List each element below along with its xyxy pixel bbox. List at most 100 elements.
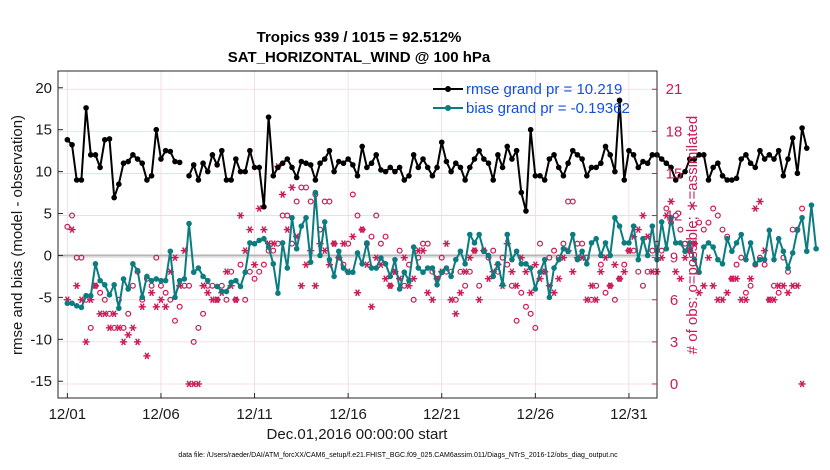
obs-assimilated-stroke [790, 282, 796, 290]
rmse-point [729, 177, 735, 183]
bias-point [700, 244, 707, 250]
bias-point [761, 256, 768, 263]
rmse-point [457, 164, 464, 171]
rmse-point [789, 135, 796, 141]
rmse-point [293, 174, 300, 181]
obs-assimilated-stroke [149, 289, 154, 297]
rmse-point [284, 156, 291, 162]
obs-possible-marker [303, 184, 310, 191]
obs-possible-marker [167, 296, 174, 303]
obs-possible-marker [373, 212, 380, 219]
obs-assimilated-stroke [649, 268, 655, 276]
obs-assimilated-marker [199, 282, 207, 290]
obs-assimilated-stroke [556, 275, 562, 283]
obs-assimilated-stroke [706, 254, 711, 262]
bias-point [574, 256, 581, 263]
rmse-point [724, 177, 730, 183]
obs-assimilated-stroke [284, 226, 290, 234]
bias-point [668, 214, 674, 221]
obs-assimilated-marker [461, 268, 469, 276]
rmse-point [574, 152, 581, 158]
obs-assimilated-stroke [570, 268, 576, 276]
bias-point [733, 240, 740, 246]
obs-assimilated-marker [700, 282, 708, 290]
obs-assimilated-stroke [383, 275, 388, 283]
obs-assimilated-stroke [771, 296, 777, 304]
x-tick-label: 12/01 [49, 406, 87, 423]
obs-assimilated-stroke [677, 275, 683, 283]
rmse-point [116, 181, 122, 187]
rmse-point [120, 160, 127, 167]
obs-assimilated-stroke [429, 296, 435, 304]
rmse-point [780, 173, 787, 179]
obs-assimilated-marker [241, 247, 249, 255]
obs-possible-marker [148, 282, 155, 289]
rmse-point [401, 177, 408, 183]
x-axis-ticks: 12/01 12/06 12/11 12/16 12/21 12/26 12/31 [49, 393, 648, 423]
obs-possible-marker [377, 240, 384, 247]
bias-point [354, 250, 361, 256]
rmse-point [705, 177, 712, 183]
bias-point [490, 273, 497, 280]
legend-bias-marker [445, 105, 451, 111]
obs-possible-marker [251, 275, 258, 282]
obs-possible-marker [462, 282, 469, 289]
obs-assimilated-marker [204, 289, 212, 297]
x-tick-label: 12/11 [236, 406, 272, 423]
obs-possible-marker [560, 240, 567, 247]
bias-point [644, 252, 651, 259]
obs-assimilated-marker [349, 233, 357, 241]
obs-assimilated-marker [302, 261, 310, 269]
rmse-point [490, 177, 497, 183]
rmse-point [523, 208, 529, 214]
obs-assimilated-marker [311, 282, 319, 290]
bias-point [607, 252, 614, 259]
rmse-point [452, 160, 459, 167]
obs-assimilated-marker [723, 289, 731, 297]
obs-assimilated-marker [129, 324, 137, 332]
obs-assimilated-stroke [738, 296, 744, 304]
rmse-point [448, 168, 454, 175]
rmse-point [167, 148, 174, 155]
obs-assimilated-stroke [621, 268, 627, 276]
bias-point [162, 277, 169, 284]
rmse-point [223, 177, 230, 183]
obs-assimilated-marker [475, 296, 483, 304]
obs-assimilated-marker [634, 226, 642, 234]
y-tick-label: 5 [44, 206, 52, 223]
rmse-point [410, 152, 417, 158]
obs-assimilated-marker [115, 324, 123, 332]
y2-tick-label: 21 [666, 81, 683, 98]
rmse-point [364, 164, 370, 171]
bias-point [242, 269, 248, 276]
bias-point [626, 240, 632, 246]
y2-axis-label: # of obs: o=possible; ∗=assimilated [684, 116, 701, 355]
obs-assimilated-marker [452, 310, 460, 318]
obs-possible-marker [223, 296, 230, 303]
bias-point [541, 256, 548, 263]
rmse-point [265, 114, 272, 120]
rmse-point [476, 147, 482, 154]
obs-assimilated-marker [531, 261, 539, 269]
obs-assimilated-stroke [448, 296, 454, 304]
bias-point [640, 235, 646, 242]
bias-point [775, 235, 782, 242]
legend: rmse grand pr = 10.219 bias grand pr = -… [433, 81, 630, 117]
rmse-point [382, 168, 389, 175]
obs-assimilated-marker [779, 282, 787, 290]
bias-point [144, 273, 150, 280]
bias-point [672, 240, 679, 246]
bias-point [134, 267, 141, 274]
rmse-point [565, 160, 571, 167]
rmse-point [289, 164, 295, 171]
obs-assimilated-marker [386, 282, 394, 290]
bias-point [359, 261, 365, 267]
obs-assimilated-marker [133, 338, 142, 346]
obs-assimilated-stroke [322, 247, 328, 255]
obs-possible-marker [195, 324, 202, 331]
bias-point [808, 202, 815, 208]
obs-assimilated-marker [321, 247, 329, 255]
bias-point [387, 273, 394, 280]
rmse-point [331, 168, 337, 175]
obs-assimilated-stroke [195, 380, 201, 388]
